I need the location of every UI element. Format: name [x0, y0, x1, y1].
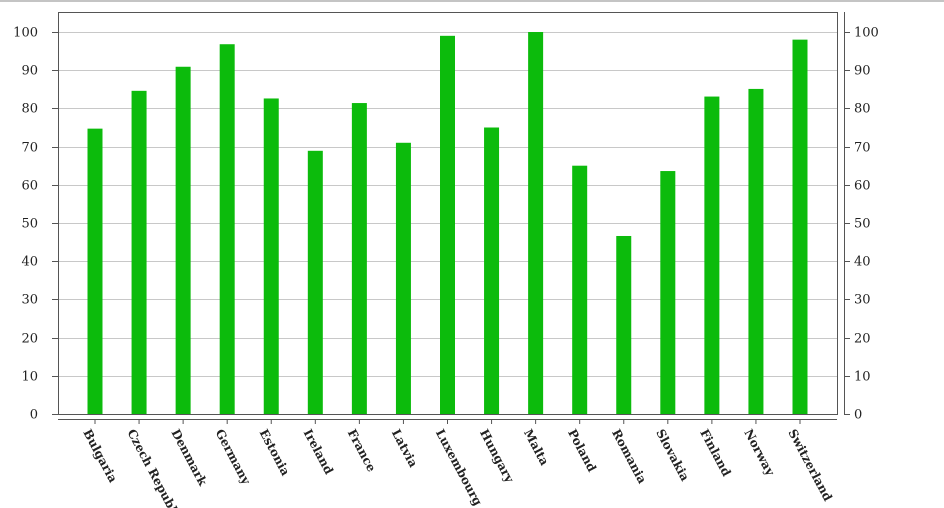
right-tick-label-10: 10	[854, 370, 871, 385]
bar-luxembourg	[440, 35, 455, 414]
category-label-estonia: Estonia	[257, 427, 293, 478]
left-tick-label-90: 90	[21, 64, 38, 79]
bar-finland	[704, 96, 720, 415]
bar-hungary	[484, 127, 500, 414]
left-tick-label-60: 60	[21, 179, 38, 194]
bars	[87, 32, 808, 415]
bar-ireland	[307, 150, 323, 414]
bar-slovakia	[660, 171, 676, 414]
left-tick-label-0: 0	[30, 408, 38, 423]
bar-czech-republic	[131, 90, 147, 414]
right-tick-label-20: 20	[854, 332, 871, 347]
right-y-axis-ticks: 0 10 20 30 40 50 60 70 80 90 100	[844, 12, 879, 423]
category-label-bulgaria: Bulgaria	[80, 427, 120, 485]
right-tick-label-60: 60	[854, 179, 871, 194]
bar-france	[351, 103, 367, 414]
plot-frame	[58, 12, 838, 415]
bar-romania	[616, 235, 632, 414]
left-tick-label-30: 30	[21, 293, 38, 308]
right-tick-label-30: 30	[854, 293, 871, 308]
category-label-latvia: Latvia	[389, 427, 421, 470]
left-tick-label-40: 40	[21, 255, 38, 270]
left-tick-label-20: 20	[21, 332, 38, 347]
category-label-france: France	[345, 427, 379, 475]
bar-estonia	[263, 98, 279, 414]
right-tick-label-100: 100	[854, 26, 879, 41]
bar-switzerland	[792, 39, 808, 414]
bar-norway	[748, 88, 764, 414]
right-tick-label-40: 40	[854, 255, 871, 270]
right-tick-label-90: 90	[854, 64, 871, 79]
bar-latvia	[395, 142, 411, 414]
category-label-norway: Norway	[741, 427, 777, 479]
bar-denmark	[175, 66, 191, 415]
left-y-axis-ticks: 0 10 20 30 40 50 60 70 80 90 100	[13, 26, 58, 423]
right-tick-label-0: 0	[854, 408, 862, 423]
left-tick-label-70: 70	[21, 141, 38, 156]
bar-bulgaria	[87, 128, 103, 414]
bar-poland	[572, 165, 588, 414]
category-label-denmark: Denmark	[168, 427, 210, 489]
left-tick-label-10: 10	[21, 370, 38, 385]
category-label-poland: Poland	[565, 427, 599, 475]
bar-malta	[528, 32, 544, 414]
category-label-switzerland: Switzerland	[785, 427, 835, 504]
category-label-ireland: Ireland	[301, 427, 337, 477]
category-label-malta: Malta	[521, 427, 552, 468]
left-tick-label-80: 80	[21, 102, 38, 117]
bar-germany	[219, 44, 235, 414]
axes	[58, 12, 838, 424]
right-tick-label-50: 50	[854, 217, 871, 232]
category-label-hungary: Hungary	[477, 427, 517, 486]
category-label-luxembourg: Luxembourg	[433, 427, 485, 508]
right-tick-label-80: 80	[854, 102, 871, 117]
category-label-romania: Romania	[609, 427, 649, 486]
left-tick-label-50: 50	[21, 217, 38, 232]
left-tick-label-100: 100	[13, 26, 38, 41]
right-tick-label-70: 70	[854, 141, 871, 156]
category-label-slovakia: Slovakia	[653, 427, 692, 484]
category-label-germany: Germany	[213, 427, 254, 488]
category-label-finland: Finland	[697, 427, 734, 479]
